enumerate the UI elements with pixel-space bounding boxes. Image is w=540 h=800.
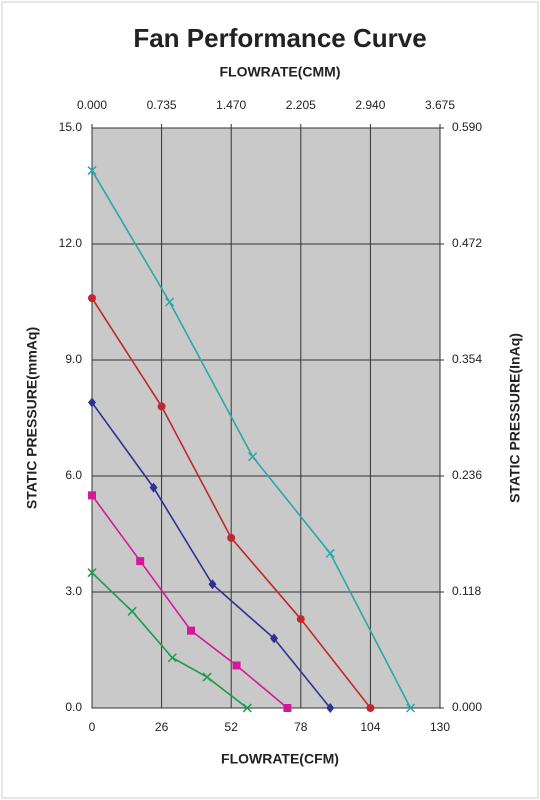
marker <box>242 703 252 713</box>
chart-title: Fan Performance Curve <box>133 23 426 53</box>
marker <box>88 491 96 500</box>
marker <box>227 533 236 542</box>
y2-tick-label: 0.472 <box>452 236 482 250</box>
y-tick-label: 0.0 <box>65 700 82 714</box>
marker <box>406 703 416 713</box>
marker <box>165 297 175 307</box>
y2-tick-label: 0.590 <box>452 120 482 134</box>
y-tick-label: 3.0 <box>65 584 82 598</box>
y2-tick-label: 0.000 <box>452 700 482 714</box>
x-tick-label: 130 <box>430 720 450 734</box>
y2-tick-label: 0.236 <box>452 468 482 482</box>
marker <box>232 661 241 670</box>
x2-tick-label: 2.205 <box>286 98 316 112</box>
marker <box>187 626 196 635</box>
y2-axis-title: STATIC PRESSURE(InAq) <box>507 333 523 503</box>
x-tick-label: 0 <box>89 720 96 734</box>
marker <box>157 402 166 411</box>
marker <box>366 704 375 712</box>
x2-tick-label: 0.735 <box>147 98 177 112</box>
marker <box>87 166 97 176</box>
marker <box>87 568 97 578</box>
marker <box>136 557 145 566</box>
marker <box>325 548 335 558</box>
y-tick-label: 15.0 <box>59 120 83 134</box>
marker <box>326 703 335 713</box>
marker <box>248 452 258 462</box>
marker <box>149 482 158 493</box>
x-tick-label: 104 <box>360 720 380 734</box>
marker <box>202 672 212 682</box>
x-axis-title: FLOWRATE(CFM) <box>221 751 339 767</box>
marker <box>296 615 305 624</box>
y-tick-label: 12.0 <box>59 236 83 250</box>
marker <box>88 294 96 303</box>
marker <box>167 653 177 663</box>
marker <box>270 633 279 644</box>
x-tick-label: 26 <box>155 720 169 734</box>
y-axis-title: STATIC PRESSURE(mmAq) <box>24 327 40 509</box>
x-tick-label: 78 <box>294 720 308 734</box>
marker <box>283 704 292 712</box>
plot-area <box>91 127 441 709</box>
x2-tick-label: 0.000 <box>77 98 107 112</box>
y2-tick-label: 0.354 <box>452 352 482 366</box>
x-tick-label: 52 <box>225 720 239 734</box>
y-tick-label: 9.0 <box>65 352 82 366</box>
marker <box>127 606 137 616</box>
marker <box>208 579 217 590</box>
x2-tick-label: 2.940 <box>355 98 385 112</box>
x2-axis-title: FLOWRATE(CMM) <box>219 64 340 80</box>
marker <box>88 397 96 408</box>
y2-tick-label: 0.118 <box>452 584 481 598</box>
x2-tick-label: 1.470 <box>216 98 246 112</box>
y-tick-label: 6.0 <box>65 468 82 482</box>
x2-tick-label: 3.675 <box>425 98 455 112</box>
